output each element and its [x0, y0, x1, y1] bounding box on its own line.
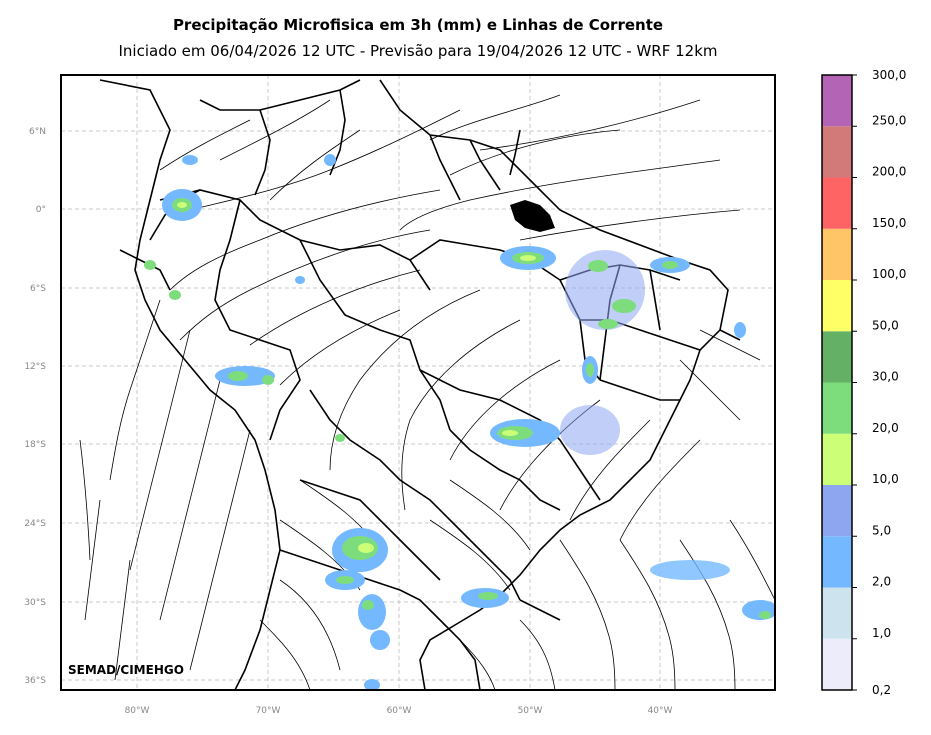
colorbar-segment	[822, 280, 852, 332]
colorbar-label: 250,0	[872, 113, 906, 127]
map-title: Precipitação Microfisica em 3h (mm) e Li…	[172, 16, 664, 34]
colorbar-segment	[822, 587, 852, 639]
lon-label: 50°W	[518, 706, 543, 716]
colorbar-segment	[822, 433, 852, 485]
lon-label: 60°W	[387, 706, 412, 716]
colorbar-label: 150,0	[872, 216, 906, 230]
lat-label: 24°S	[24, 519, 46, 529]
lat-label: 6°S	[30, 284, 46, 294]
country-borders	[99, 79, 741, 690]
colorbar-label: 2,0	[872, 575, 891, 589]
colorbar-segment	[822, 638, 852, 690]
colorbar-label: 100,0	[872, 267, 906, 281]
lat-label: 30°S	[24, 598, 46, 608]
colorbar-segment	[822, 331, 852, 383]
colorbar-segment	[822, 536, 852, 588]
colorbar-label: 10,0	[872, 472, 899, 486]
lat-label: 18°S	[24, 440, 46, 450]
map-area[interactable]	[61, 75, 775, 690]
map-frame	[60, 74, 776, 691]
colorbar-label: 1,0	[872, 626, 891, 640]
colorbar-label: 300,0	[872, 68, 906, 82]
credit-label: SEMAD/CIMEHGO	[68, 663, 184, 677]
colorbar-segment	[822, 75, 852, 127]
colorbar-segment	[822, 485, 852, 537]
lat-label: 6°N	[29, 127, 46, 137]
colorbar-label: 50,0	[872, 318, 899, 332]
lat-label: 36°S	[24, 676, 46, 686]
map-subtitle: Iniciado em 06/04/2026 12 UTC - Previsão…	[118, 42, 718, 60]
lon-label: 80°W	[125, 706, 150, 716]
colorbar-label: 200,0	[872, 165, 906, 179]
lat-label: 0°	[36, 205, 46, 215]
colorbar-segment	[822, 228, 852, 280]
streamlines	[79, 94, 775, 690]
colorbar-label: 5,0	[872, 523, 891, 537]
lon-label: 70°W	[256, 706, 281, 716]
colorbar-label: 0,2	[872, 683, 891, 697]
lon-label: 40°W	[648, 706, 673, 716]
colorbar-segment	[822, 126, 852, 178]
precipitation-areas	[144, 154, 775, 690]
colorbar-label: 20,0	[872, 421, 899, 435]
colorbar-label: 30,0	[872, 370, 899, 384]
colorbar-segment	[822, 382, 852, 434]
amazon-delta	[510, 200, 555, 232]
colorbar: 0,2 1,0 2,0 5,0 10,0 20,0 30,0 50,0 100,0 150,0 20…	[821, 68, 906, 697]
lat-label: 12°S	[24, 362, 46, 372]
colorbar-segment	[822, 177, 852, 229]
